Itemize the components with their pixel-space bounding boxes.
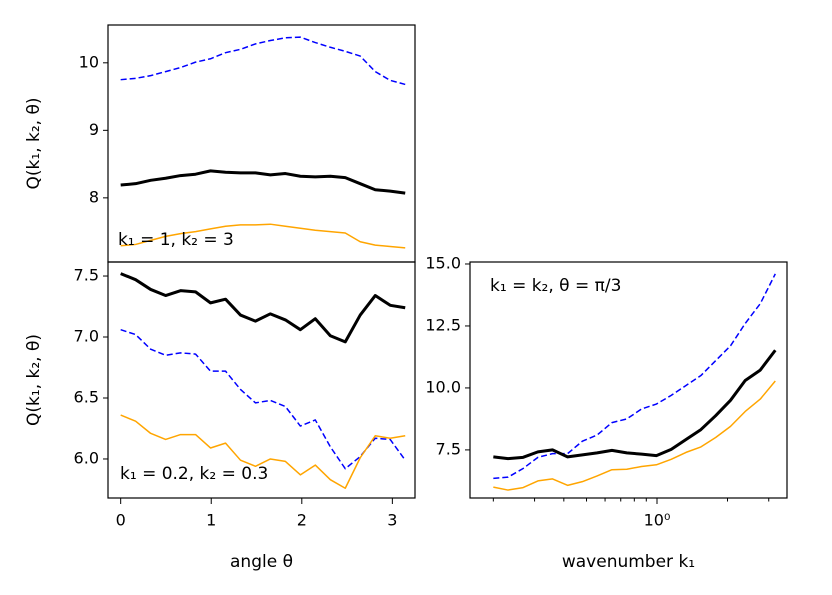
y-tick-label: 12.5 (425, 315, 461, 334)
y-tick-label: 10.0 (425, 377, 461, 396)
x-tick-label: 3 (387, 511, 397, 530)
data-line (120, 169, 406, 195)
x-tick-label: 10⁰ (644, 511, 671, 530)
data-line (493, 380, 776, 491)
data-line (493, 273, 776, 480)
x-axis-label: angle θ (230, 552, 293, 572)
data-line (120, 414, 406, 489)
y-axis-label: Q(k₁, k₂, θ) (24, 334, 44, 426)
y-tick-label: 7.5 (74, 266, 99, 285)
data-line (120, 328, 406, 470)
x-tick-label: 1 (206, 511, 216, 530)
annotation: k₁ = 1, k₂ = 3 (118, 230, 234, 250)
axes-frame (469, 261, 788, 499)
data-line (493, 349, 777, 461)
x-axis-label: wavenumber k₁ (562, 552, 695, 572)
y-tick-label: 6.5 (74, 387, 99, 406)
y-tick-label: 10 (79, 52, 99, 71)
axes-frame (107, 261, 416, 499)
data-line (120, 223, 406, 249)
x-tick-label: 2 (297, 511, 307, 530)
annotation: k₁ = 0.2, k₂ = 0.3 (120, 464, 268, 484)
y-tick-label: 8 (89, 187, 99, 206)
y-tick-label: 7.0 (74, 327, 99, 346)
y-tick-label: 15.0 (425, 253, 461, 272)
data-line (120, 36, 406, 86)
y-axis-label: Q(k₁, k₂, θ) (24, 98, 44, 190)
y-tick-label: 9 (89, 120, 99, 139)
data-line (120, 272, 406, 344)
x-tick-label: 0 (116, 511, 126, 530)
y-tick-label: 6.0 (74, 448, 99, 467)
annotation: k₁ = k₂, θ = π/3 (490, 276, 621, 296)
y-tick-label: 7.5 (436, 439, 461, 458)
